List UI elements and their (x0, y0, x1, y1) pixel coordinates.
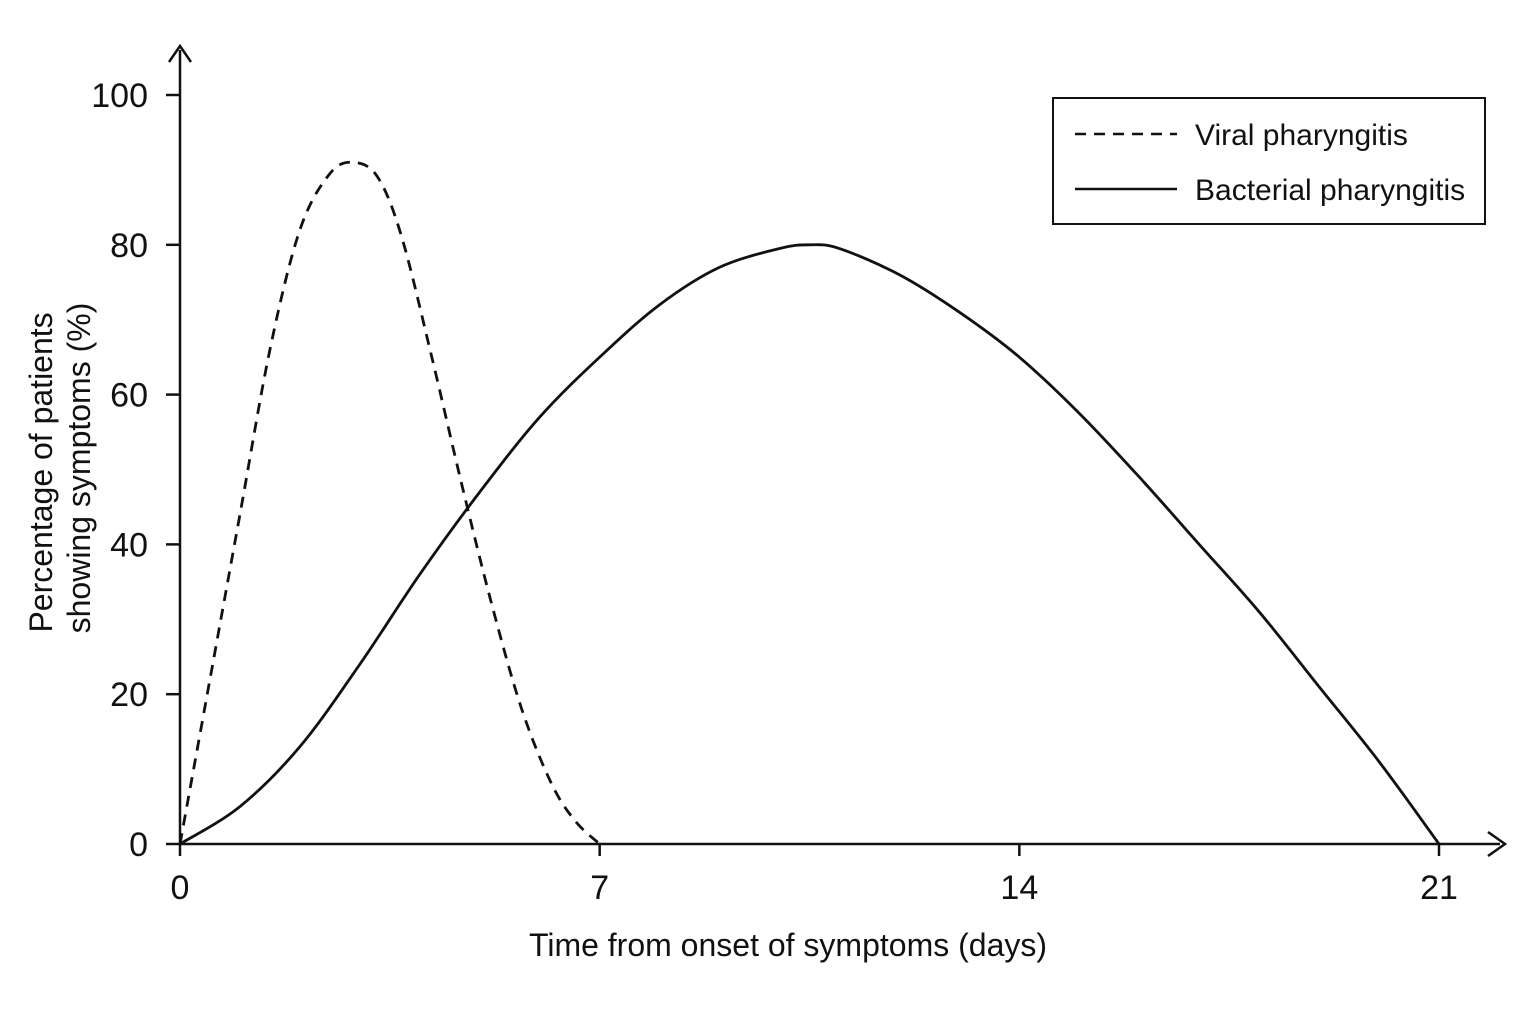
series-line-viral (178, 160, 601, 846)
y-ticks: 0 20 40 60 80 100 (91, 77, 180, 864)
y-tick-label: 40 (110, 526, 148, 564)
x-tick-label: 0 (171, 869, 190, 907)
x-tick-label: 21 (1420, 869, 1458, 907)
x-axis-arrow (1487, 830, 1508, 858)
x-axis-title: Time from onset of symptoms (days) (529, 927, 1047, 963)
x-tick-label: 14 (1000, 869, 1038, 907)
y-tick-label: 0 (129, 826, 148, 864)
y-axis-title-line-1: Percentage of patients (23, 312, 59, 632)
legend: Viral pharyngitis Bacterial pharyngitis (1052, 97, 1486, 225)
x-ticks: 0 7 14 21 (171, 844, 1458, 907)
y-axis-title: Percentage of patients showing symptoms … (23, 303, 97, 634)
axes (167, 43, 1508, 858)
y-tick-label: 60 (110, 377, 148, 415)
legend-box (1052, 97, 1486, 225)
y-tick-label: 100 (91, 77, 148, 115)
y-axis-title-line-2: showing symptoms (%) (61, 303, 97, 634)
series-layer (178, 160, 1441, 846)
y-tick-label: 20 (110, 676, 148, 714)
legend-label-bacterial: Bacterial pharyngitis (1195, 174, 1465, 207)
legend-label-viral: Viral pharyngitis (1195, 119, 1408, 152)
y-axis-arrow (167, 43, 193, 63)
x-tick-label: 7 (590, 869, 609, 907)
series-line-bacterial (179, 243, 1441, 846)
y-tick-label: 80 (110, 227, 148, 265)
